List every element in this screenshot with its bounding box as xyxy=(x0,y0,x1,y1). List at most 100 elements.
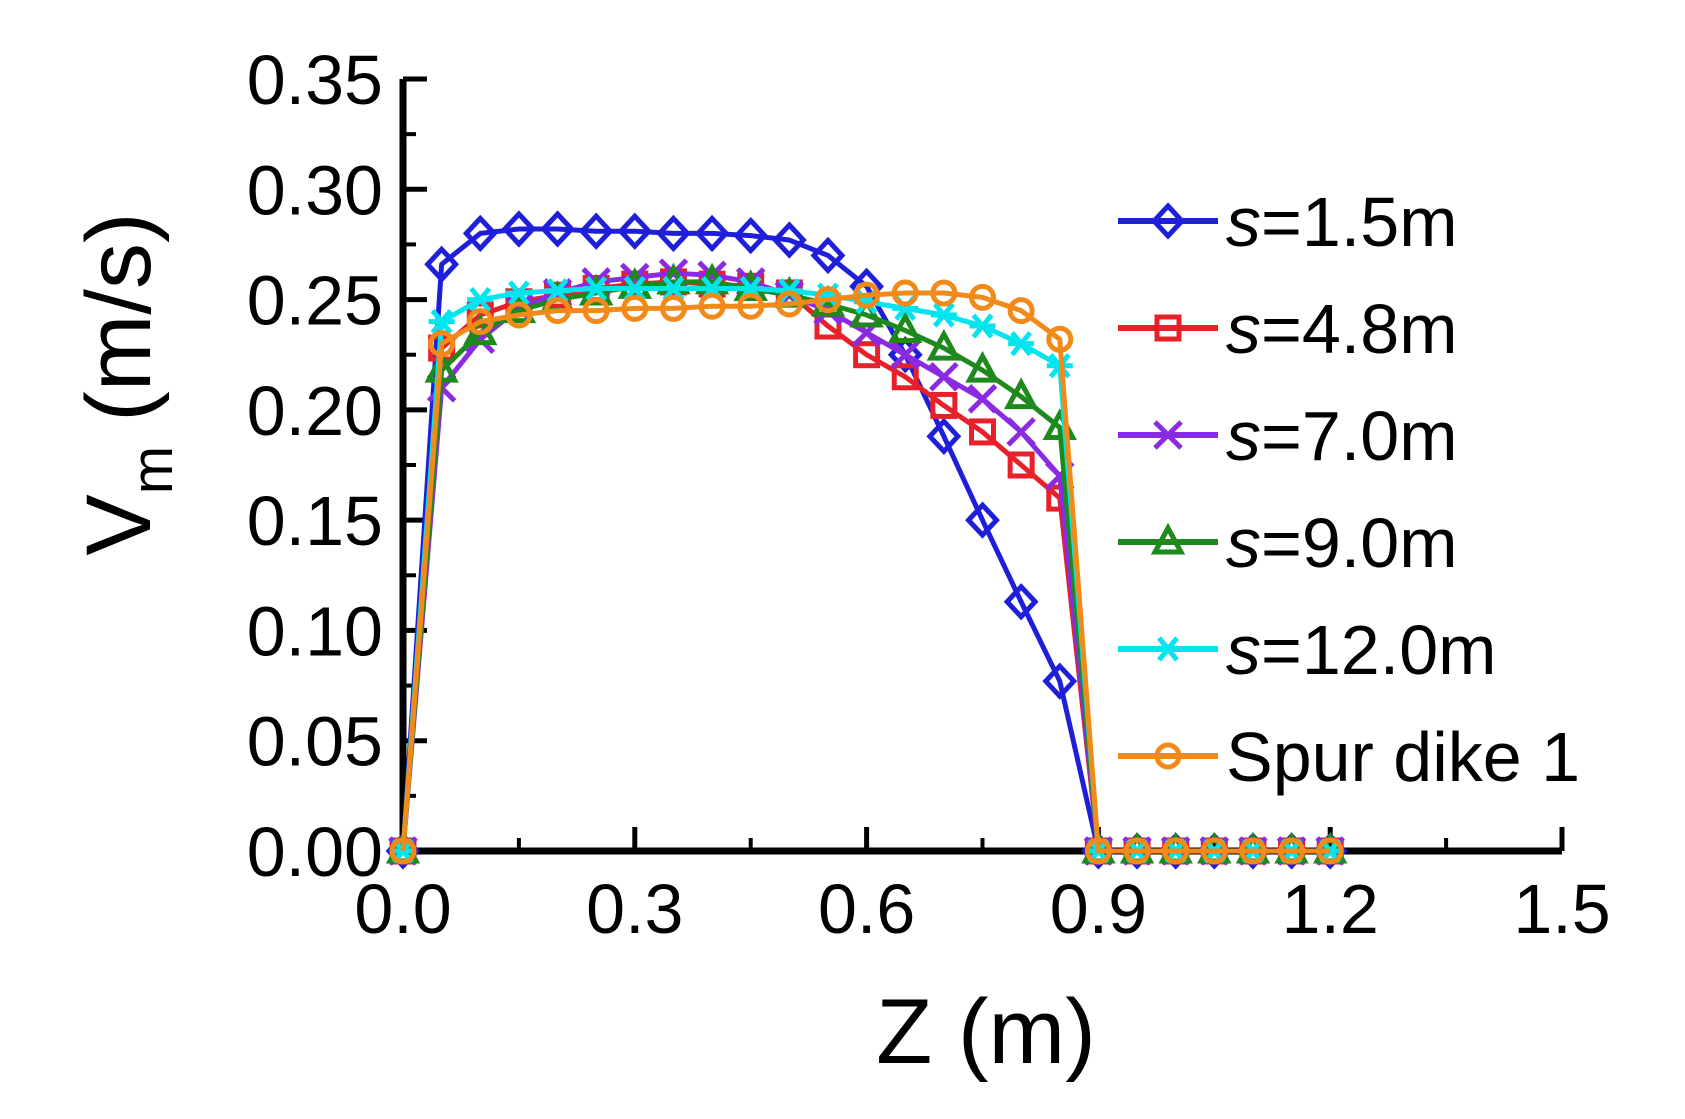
data-point-s-1-5m xyxy=(540,210,575,248)
y-tick-label: 0.00 xyxy=(247,813,383,891)
data-point-spur-dike-1 xyxy=(775,290,803,318)
data-point-s-1-5m xyxy=(733,216,769,255)
data-point-s-12-0m xyxy=(505,280,532,306)
x-tick-label: 1.2 xyxy=(1282,870,1379,948)
data-point-s-9-0m xyxy=(1003,377,1039,410)
legend-item-spur-dike-1: Spur dike 1 xyxy=(1118,718,1580,796)
data-point-spur-dike-1 xyxy=(1162,837,1190,865)
data-point-spur-dike-1 xyxy=(737,292,765,320)
data-point-spur-dike-1 xyxy=(1316,837,1344,865)
series-spur-dike-1 xyxy=(389,279,1344,865)
data-point-spur-dike-1 xyxy=(1278,837,1306,865)
data-point-spur-dike-1 xyxy=(930,279,958,307)
data-point-s-7-0m xyxy=(929,362,959,392)
data-point-spur-dike-1 xyxy=(1239,837,1267,865)
legend-swatch-marker xyxy=(1150,202,1186,240)
legend-item-s-7-0m: s=7.0m xyxy=(1118,397,1458,475)
y-tick-label: 0.30 xyxy=(247,151,383,229)
data-point-s-4-8m xyxy=(1007,451,1035,479)
y-tick-label: 0.25 xyxy=(247,262,383,340)
data-point-spur-dike-1 xyxy=(1084,837,1112,865)
data-point-spur-dike-1 xyxy=(698,292,726,320)
ticks: 0.00 0.05 0.10 0.15 0.20 0.25 0.30 0.35 0.0 0.3 0.… xyxy=(247,41,1611,948)
legend-label: s=9.0m xyxy=(1226,504,1458,582)
x-tick-label: 1.5 xyxy=(1513,870,1610,948)
data-point-s-1-5m xyxy=(1042,662,1078,700)
data-point-s-1-5m xyxy=(462,214,498,253)
data-point-s-7-0m xyxy=(1006,417,1036,447)
x-axis-title: Z (m) xyxy=(876,981,1096,1083)
data-point-s-12-0m xyxy=(544,278,571,304)
data-point-spur-dike-1 xyxy=(969,283,996,311)
data-point-s-12-0m xyxy=(583,275,610,302)
data-point-s-9-0m xyxy=(424,350,459,383)
series-s-4-8m xyxy=(389,268,1344,865)
data-point-s-1-5m xyxy=(694,214,730,253)
x-tick-label: 0.9 xyxy=(1050,870,1147,948)
x-tick-label: 0.3 xyxy=(586,870,683,948)
data-point-s-12-0m xyxy=(660,275,687,302)
data-point-s-9-0m xyxy=(926,328,962,361)
series-line-s-7-0m xyxy=(400,270,1331,854)
series-line-s-12-0m xyxy=(400,286,1331,854)
data-point-s-1-5m xyxy=(424,245,460,283)
y-axis-title-symbol: V xyxy=(68,494,170,555)
legend-label: s=7.0m xyxy=(1226,397,1458,475)
data-point-spur-dike-1 xyxy=(853,281,881,309)
data-point-spur-dike-1 xyxy=(1123,837,1151,865)
legend: s=1.5m s=4.8m s=7.0m s=9.0m s=12.0m Spur dike… xyxy=(1118,183,1580,796)
data-point-s-4-8m xyxy=(891,363,919,391)
legend-label: Spur dike 1 xyxy=(1226,718,1580,796)
y-tick-label: 0.35 xyxy=(247,41,383,119)
data-point-spur-dike-1 xyxy=(466,308,494,336)
data-point-spur-dike-1 xyxy=(659,294,687,322)
legend-label: s=4.8m xyxy=(1226,290,1458,368)
x-tick-label: 0.0 xyxy=(354,870,451,948)
data-point-s-1-5m xyxy=(810,236,846,275)
data-point-spur-dike-1 xyxy=(1046,325,1074,353)
data-point-spur-dike-1 xyxy=(389,837,417,865)
data-point-s-9-0m xyxy=(965,350,1000,383)
y-axis-title: Vm (m/s) xyxy=(68,212,185,555)
data-point-s-1-5m xyxy=(656,214,691,253)
y-tick-label: 0.05 xyxy=(247,703,383,781)
data-point-s-4-8m xyxy=(853,341,881,369)
legend-swatch-marker xyxy=(1150,522,1186,555)
y-tick-label: 0.20 xyxy=(247,372,383,450)
plot-area xyxy=(385,210,1348,870)
series-line-spur-dike-1 xyxy=(400,290,1331,854)
data-point-s-1-5m xyxy=(578,212,614,250)
data-point-s-12-0m xyxy=(621,275,648,302)
y-tick-label: 0.15 xyxy=(247,482,383,560)
legend-item-s-1-5m: s=1.5m xyxy=(1118,183,1458,261)
legend-swatch-marker xyxy=(1155,636,1181,662)
legend-item-s-12-0m: s=12.0m xyxy=(1118,611,1496,689)
data-point-spur-dike-1 xyxy=(621,294,649,322)
data-point-spur-dike-1 xyxy=(505,301,533,329)
data-point-s-1-5m xyxy=(965,501,1000,539)
data-point-s-1-5m xyxy=(926,417,962,455)
data-point-s-7-0m xyxy=(890,339,921,370)
legend-label: s=1.5m xyxy=(1226,183,1458,261)
data-point-s-1-5m xyxy=(501,210,537,248)
data-point-s-12-0m xyxy=(930,302,957,328)
data-point-s-12-0m xyxy=(467,286,494,313)
data-point-s-12-0m xyxy=(428,309,455,335)
data-point-s-12-0m xyxy=(1008,331,1035,357)
legend-swatch-marker xyxy=(1154,314,1182,342)
data-point-s-1-5m xyxy=(1003,583,1039,621)
x-tick-label: 0.6 xyxy=(818,870,915,948)
data-point-spur-dike-1 xyxy=(582,297,610,325)
legend-item-s-9-0m: s=9.0m xyxy=(1118,504,1458,582)
data-point-spur-dike-1 xyxy=(544,297,572,325)
y-axis-title-subscript: m xyxy=(120,446,185,494)
legend-swatch-marker xyxy=(1153,420,1183,450)
legend-item-s-4-8m: s=4.8m xyxy=(1118,290,1458,368)
series-s-7-0m xyxy=(388,258,1345,866)
data-point-s-12-0m xyxy=(969,313,996,339)
data-point-s-1-5m xyxy=(771,221,807,259)
svg-text:Vm(m/s): Vm (m/s) xyxy=(68,212,185,555)
data-point-s-4-8m xyxy=(969,418,996,446)
y-axis-title-unit: (m/s) xyxy=(68,212,170,421)
